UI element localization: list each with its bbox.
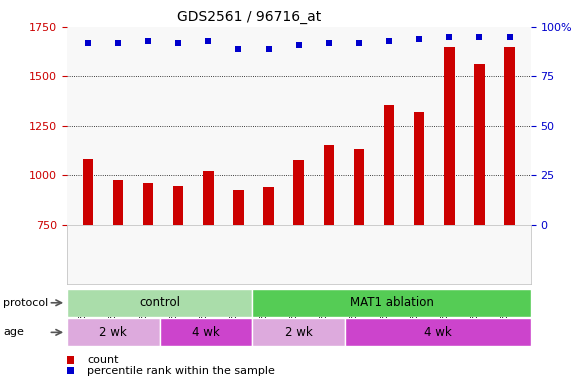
Text: age: age — [3, 327, 24, 338]
Point — [264, 46, 273, 52]
Bar — [505, 47, 515, 225]
Point — [173, 40, 183, 46]
Point — [385, 38, 394, 44]
Bar — [160, 318, 252, 346]
Point — [143, 38, 153, 44]
Bar — [67, 318, 160, 346]
Bar — [263, 187, 274, 225]
Text: control: control — [139, 296, 180, 309]
Bar — [414, 112, 425, 225]
Bar — [82, 159, 93, 225]
Bar — [67, 289, 252, 317]
Point — [204, 38, 213, 44]
Point — [415, 36, 424, 42]
Bar — [113, 180, 123, 225]
Text: MAT1 ablation: MAT1 ablation — [350, 296, 433, 309]
Text: 2 wk: 2 wk — [285, 326, 313, 339]
Bar — [444, 47, 455, 225]
Bar — [474, 65, 485, 225]
Bar — [252, 318, 345, 346]
Text: 4 wk: 4 wk — [424, 326, 452, 339]
Bar — [345, 318, 531, 346]
Bar — [252, 289, 531, 317]
Bar — [293, 161, 304, 225]
Point — [234, 46, 243, 52]
Bar — [143, 183, 153, 225]
Point — [475, 34, 484, 40]
Point — [354, 40, 364, 46]
Text: percentile rank within the sample: percentile rank within the sample — [87, 366, 275, 376]
Bar — [173, 186, 183, 225]
Text: GDS2561 / 96716_at: GDS2561 / 96716_at — [177, 10, 321, 23]
Bar — [354, 149, 364, 225]
Point — [445, 34, 454, 40]
Text: protocol: protocol — [3, 298, 48, 308]
Point — [505, 34, 514, 40]
Point — [324, 40, 334, 46]
Bar — [233, 190, 244, 225]
Text: 2 wk: 2 wk — [99, 326, 127, 339]
Bar — [203, 171, 213, 225]
Bar — [324, 144, 334, 225]
Point — [83, 40, 92, 46]
Bar — [384, 105, 394, 225]
Point — [294, 41, 303, 48]
Point — [113, 40, 122, 46]
Text: count: count — [87, 355, 118, 365]
Text: 4 wk: 4 wk — [192, 326, 220, 339]
